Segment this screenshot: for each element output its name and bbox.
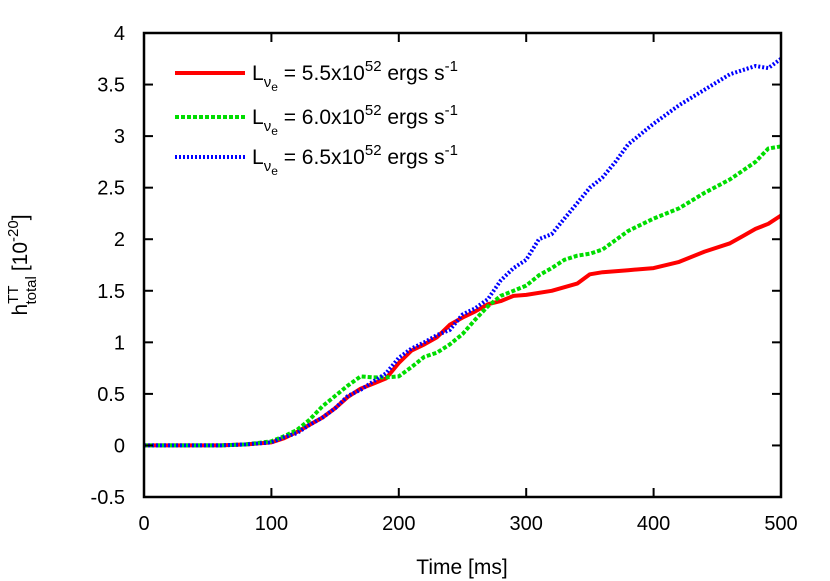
y-ticks: -0.5 0 0.5 1 1.5 2 2.5 3 3.5 4 bbox=[91, 23, 781, 509]
y-tick-label: 0.5 bbox=[97, 384, 125, 406]
legend-label-1: Lνe = 5.5x1052 ergs s-1 bbox=[252, 58, 458, 94]
x-tick-label: 500 bbox=[764, 513, 797, 535]
series-line-2 bbox=[144, 144, 782, 448]
legend-label-3: Lνe = 6.5x1052 ergs s-1 bbox=[252, 142, 458, 178]
series-line-1 bbox=[144, 213, 783, 448]
x-ticks: 0 100 200 300 400 500 bbox=[138, 33, 798, 535]
y-label-unit-suffix: ] bbox=[9, 214, 32, 220]
y-label-sub: total bbox=[23, 276, 40, 304]
x-tick-label: 0 bbox=[138, 513, 149, 535]
plot-frame bbox=[142, 31, 783, 499]
x-axis-label: Time [ms] bbox=[416, 556, 507, 579]
axes bbox=[142, 31, 783, 499]
series-line-3 bbox=[144, 57, 783, 448]
legend-entry-2: Lνe = 6.0x1052 ergs s-1 bbox=[175, 102, 458, 138]
x-tick-label: 100 bbox=[255, 513, 288, 535]
y-tick-label: 1 bbox=[114, 332, 125, 354]
y-label-unit-exp: -20 bbox=[5, 220, 22, 242]
legend: Lνe = 5.5x1052 ergs s-1 Lνe = 6.0x1052 e… bbox=[175, 58, 458, 178]
y-label-base: h bbox=[9, 304, 32, 316]
y-tick-label: 4 bbox=[114, 23, 125, 45]
y-tick-label: 1.5 bbox=[97, 281, 125, 303]
series-layer bbox=[144, 57, 783, 448]
y-label-sup: TT bbox=[5, 286, 22, 304]
y-tick-label: 0 bbox=[114, 435, 125, 457]
y-tick-label: 3.5 bbox=[97, 75, 125, 97]
x-tick-label: 300 bbox=[510, 513, 543, 535]
x-tick-label: 400 bbox=[637, 513, 670, 535]
y-tick-label: 2 bbox=[114, 229, 125, 251]
x-tick-label: 200 bbox=[382, 513, 415, 535]
legend-entry-1: Lνe = 5.5x1052 ergs s-1 bbox=[175, 58, 458, 94]
y-label-unit-prefix: [10 bbox=[9, 242, 32, 271]
legend-label-2: Lνe = 6.0x1052 ergs s-1 bbox=[252, 102, 458, 138]
legend-entry-3: Lνe = 6.5x1052 ergs s-1 bbox=[175, 142, 458, 178]
y-tick-label: 3 bbox=[114, 126, 125, 148]
y-axis-label: hTTtotal [10-20] bbox=[5, 214, 40, 315]
y-tick-label: 2.5 bbox=[97, 178, 125, 200]
y-tick-label: -0.5 bbox=[91, 487, 125, 509]
